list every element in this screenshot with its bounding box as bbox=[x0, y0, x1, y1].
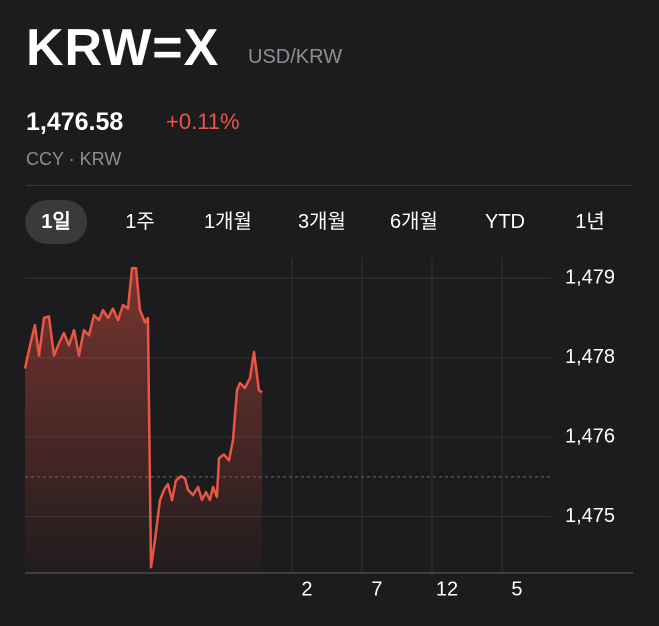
x-tick-label: 12 bbox=[436, 578, 458, 600]
pair: USD/KRW bbox=[248, 46, 343, 68]
x-tick-label: 2 bbox=[301, 578, 312, 600]
range-tab[interactable]: 1주 bbox=[125, 211, 155, 233]
range-tab[interactable]: 6개월 bbox=[390, 211, 438, 233]
separator bbox=[26, 185, 633, 186]
price: 1,476.58 bbox=[26, 108, 124, 136]
range-tab[interactable]: 3개월 bbox=[298, 211, 346, 233]
y-tick-label: 1,475 bbox=[565, 505, 615, 527]
symbol: KRW=X bbox=[26, 19, 220, 77]
y-tick-label: 1,479 bbox=[565, 267, 615, 289]
range-tab[interactable]: 1일 bbox=[25, 200, 87, 244]
area bbox=[25, 268, 262, 573]
range-tab[interactable]: 1개월 bbox=[204, 211, 252, 233]
price-line bbox=[23, 266, 263, 569]
y-tick-label: 1,478 bbox=[565, 346, 615, 368]
range-tab[interactable]: YTD bbox=[485, 211, 525, 233]
change: +0.11% bbox=[166, 109, 240, 134]
x-tick-label: 5 bbox=[511, 578, 522, 600]
x-tick-label: 7 bbox=[371, 578, 382, 600]
range-tab[interactable]: 1년 bbox=[575, 211, 605, 233]
y-tick-label: 1,476 bbox=[565, 425, 615, 447]
exchange: CCY · KRW bbox=[26, 149, 122, 169]
